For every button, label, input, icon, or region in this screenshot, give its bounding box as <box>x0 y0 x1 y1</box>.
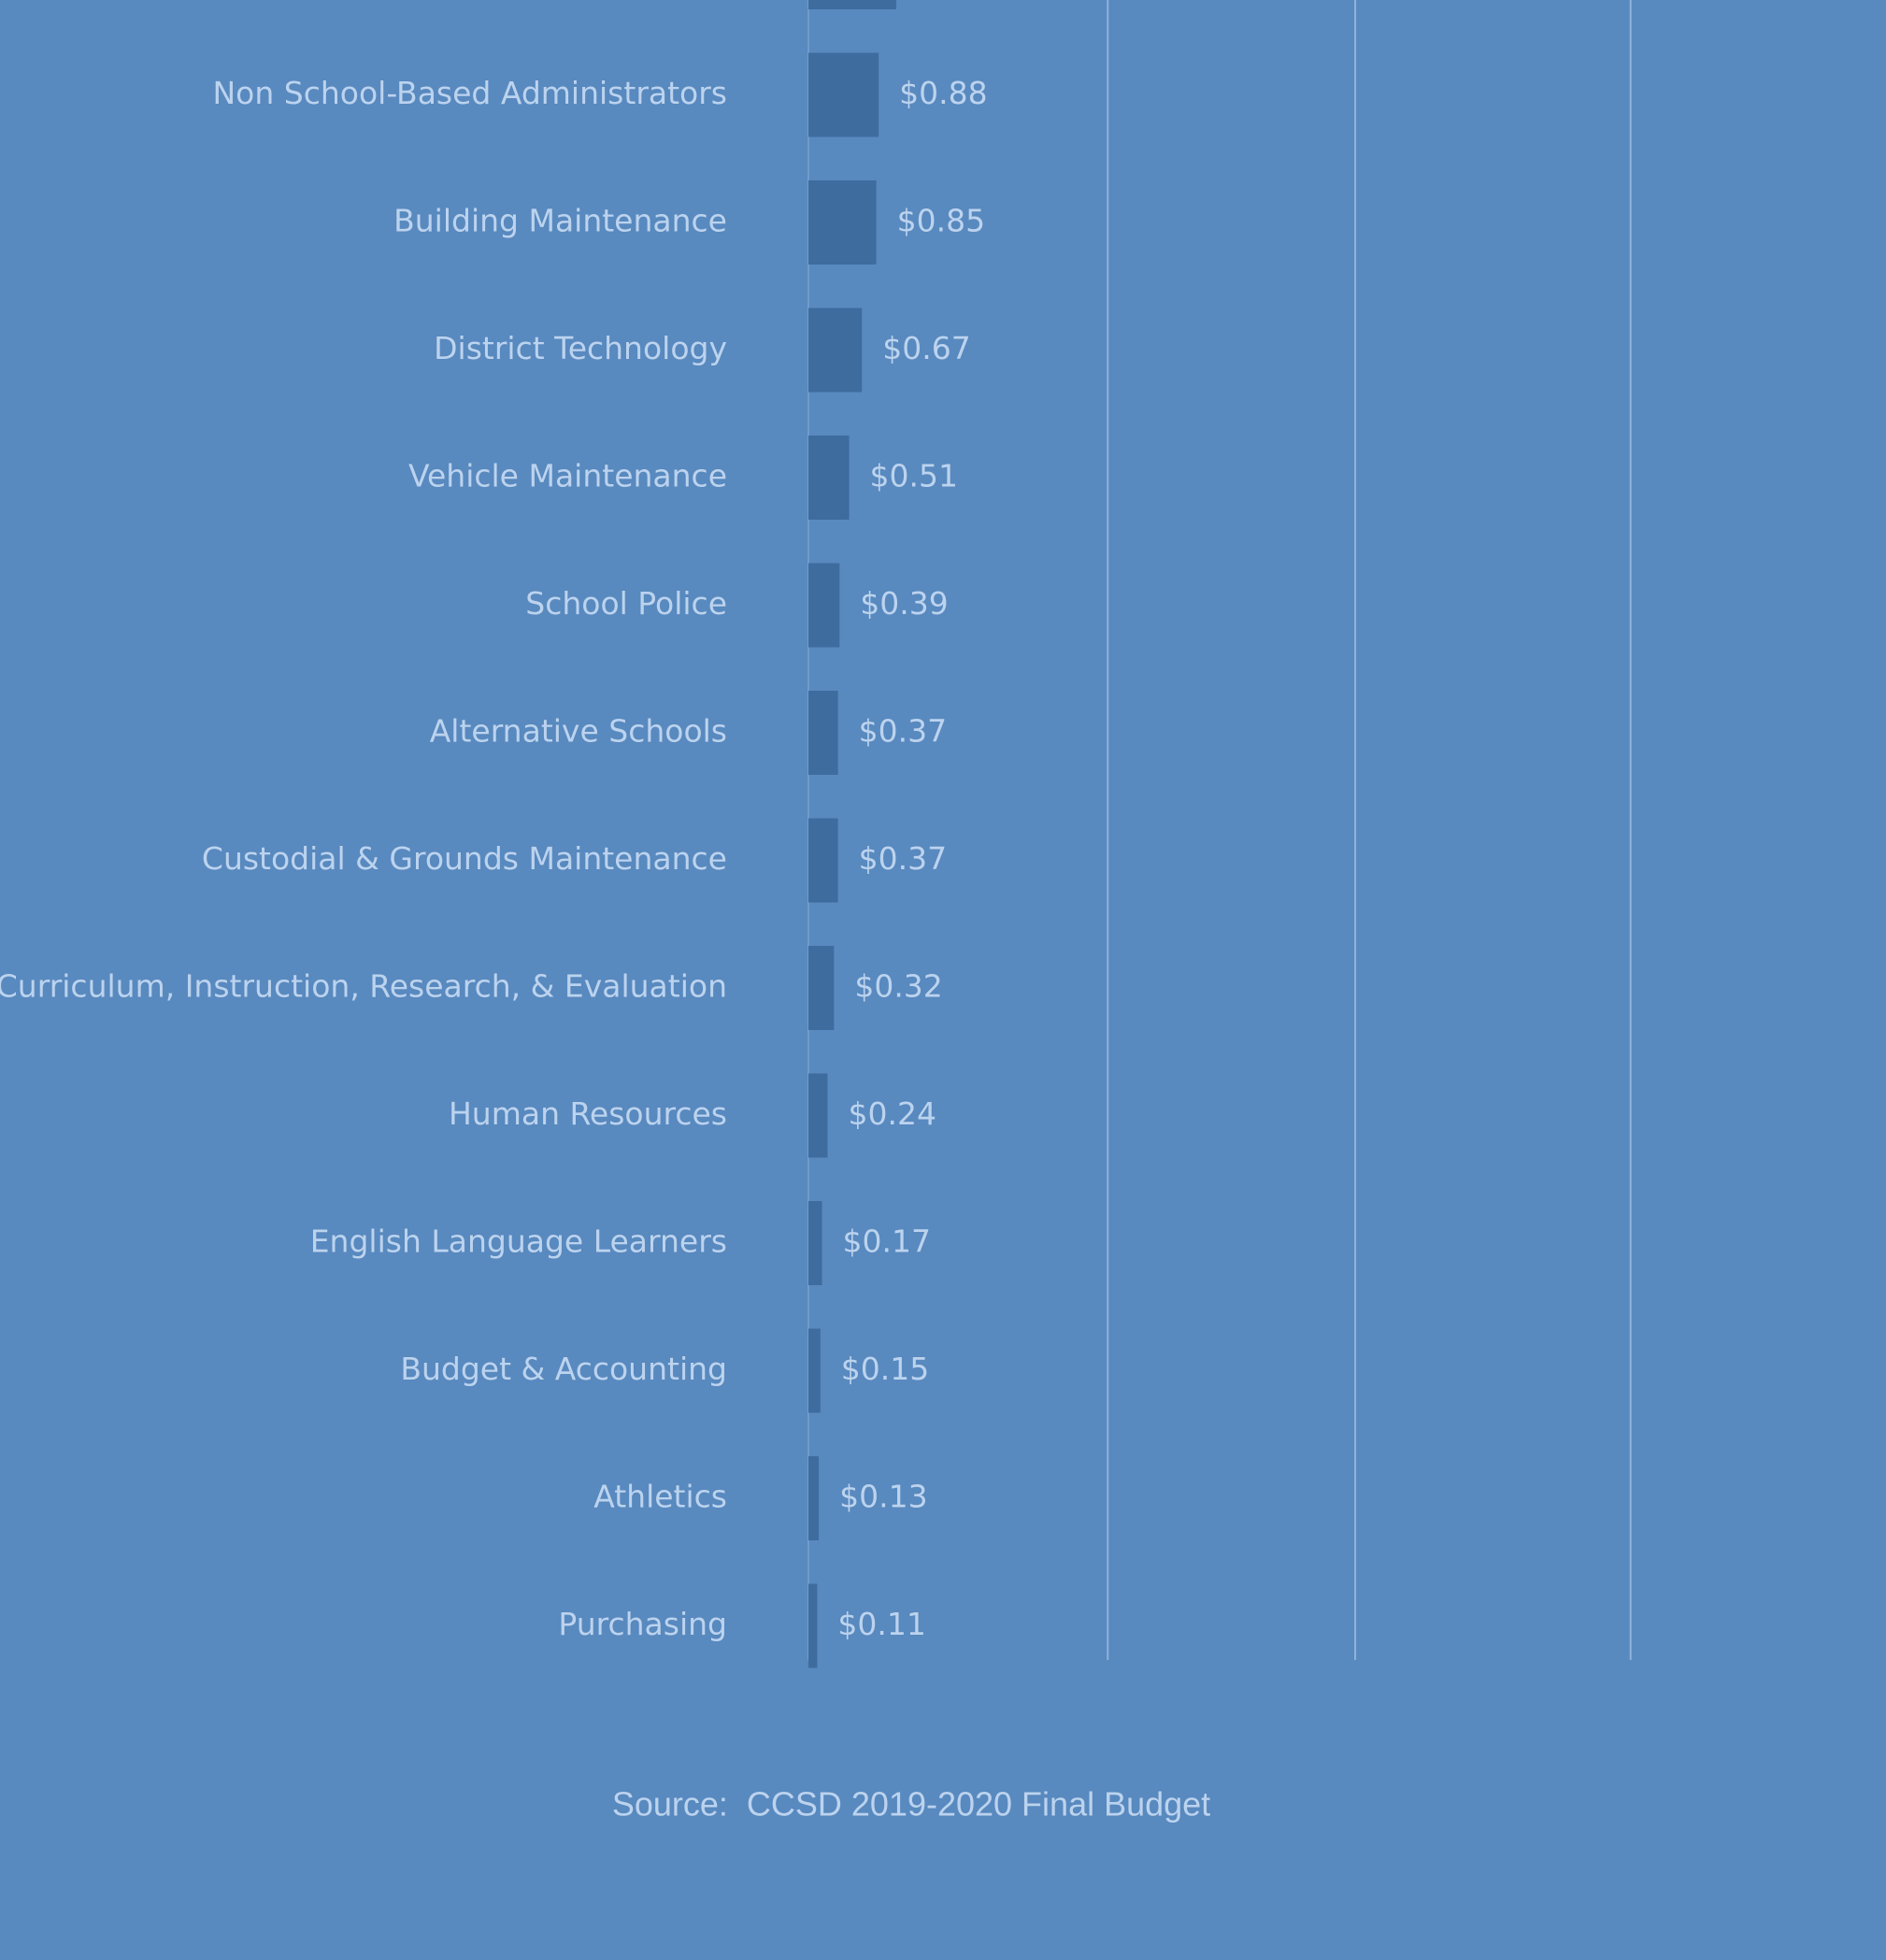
value-label: $0.85 <box>897 203 985 239</box>
category-label: Curriculum, Instruction, Research, & Eva… <box>0 968 727 1005</box>
value-label: $0.13 <box>839 1479 927 1515</box>
category-label: District Technology <box>434 330 727 366</box>
category-label: Building Maintenance <box>393 203 727 239</box>
value-label: $0.39 <box>860 585 948 622</box>
bar <box>808 308 863 393</box>
value-label: $0.88 <box>899 75 987 111</box>
bar <box>808 1073 828 1158</box>
category-label: Vehicle Maintenance <box>408 458 727 494</box>
bar <box>808 563 840 648</box>
value-label: $0.32 <box>854 968 942 1005</box>
bar <box>808 818 838 903</box>
bar <box>808 1328 821 1413</box>
bar <box>808 1456 820 1540</box>
bar <box>808 946 835 1030</box>
value-label: $0.67 <box>882 330 970 366</box>
bar <box>808 691 838 775</box>
value-label: $0.17 <box>843 1223 931 1260</box>
bar <box>808 1201 822 1285</box>
bar <box>808 436 850 520</box>
category-label: Budget & Accounting <box>400 1351 727 1387</box>
bar <box>808 52 879 137</box>
category-label: Human Resources <box>449 1095 727 1132</box>
bar <box>808 1583 818 1668</box>
category-label: Alternative Schools <box>430 713 727 750</box>
bar <box>808 0 896 9</box>
value-label: $0.24 <box>848 1095 936 1132</box>
category-label: Purchasing <box>558 1606 727 1642</box>
value-label: $0.15 <box>841 1351 929 1387</box>
value-label: $0.51 <box>870 458 958 494</box>
source-note: Source: CCSD 2019-2020 Final Budget <box>612 1785 1210 1824</box>
category-label: Custodial & Grounds Maintenance <box>202 840 727 877</box>
value-label: $0.37 <box>859 713 947 750</box>
category-label: Athletics <box>593 1479 727 1515</box>
category-label: Non School-Based Administrators <box>212 75 727 111</box>
bar <box>808 180 877 265</box>
category-label: English Language Learners <box>310 1223 727 1260</box>
value-label: $0.11 <box>837 1606 925 1642</box>
value-label: $0.37 <box>859 840 947 877</box>
category-label: School Police <box>525 585 727 622</box>
